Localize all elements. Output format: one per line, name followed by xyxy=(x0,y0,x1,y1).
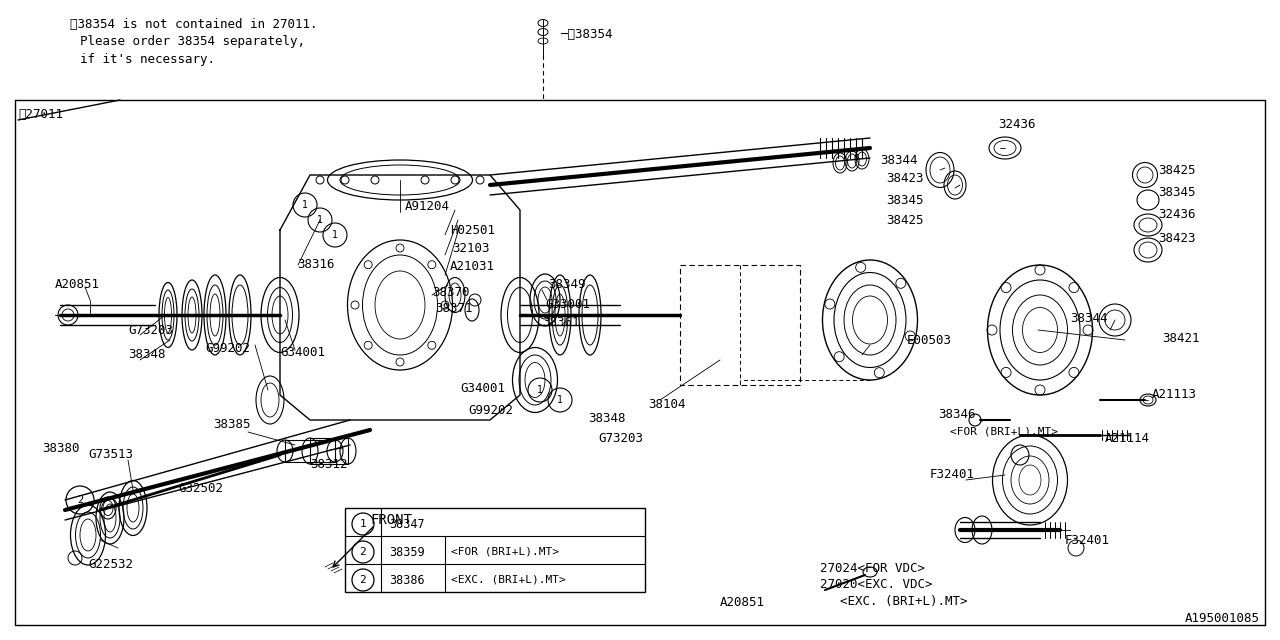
Text: ※27011: ※27011 xyxy=(18,109,63,122)
Text: 38370: 38370 xyxy=(433,287,470,300)
Text: 27020<EXC. VDC>: 27020<EXC. VDC> xyxy=(820,579,933,591)
Bar xyxy=(680,265,800,385)
Text: 1: 1 xyxy=(302,200,308,210)
Text: 38349: 38349 xyxy=(548,278,585,291)
Text: 38345: 38345 xyxy=(1158,186,1196,198)
Text: G34001: G34001 xyxy=(280,346,325,358)
Text: 2: 2 xyxy=(360,547,366,557)
Text: 38359: 38359 xyxy=(389,545,425,559)
Text: A20851: A20851 xyxy=(55,278,100,291)
Bar xyxy=(310,438,348,464)
Text: F32401: F32401 xyxy=(931,468,975,481)
Text: 38104: 38104 xyxy=(648,399,686,412)
Text: 1: 1 xyxy=(360,519,366,529)
Text: 38423: 38423 xyxy=(886,172,923,184)
Text: G99202: G99202 xyxy=(468,403,513,417)
Text: 38423: 38423 xyxy=(1158,232,1196,244)
Bar xyxy=(285,440,335,462)
Text: A21031: A21031 xyxy=(451,259,495,273)
Text: 38312: 38312 xyxy=(310,458,347,472)
Text: 1: 1 xyxy=(557,395,563,405)
Text: 38348: 38348 xyxy=(588,412,626,424)
Text: 2: 2 xyxy=(77,495,83,505)
Text: G32502: G32502 xyxy=(178,481,223,495)
Text: A195001085: A195001085 xyxy=(1185,611,1260,625)
Text: FRONT: FRONT xyxy=(370,513,412,527)
Text: 32436: 32436 xyxy=(998,118,1036,131)
Text: 38361: 38361 xyxy=(541,316,580,328)
Text: G73513: G73513 xyxy=(88,449,133,461)
Text: 38316: 38316 xyxy=(297,259,334,271)
Text: 38425: 38425 xyxy=(1158,163,1196,177)
Text: 32103: 32103 xyxy=(452,241,489,255)
Text: 38421: 38421 xyxy=(1162,332,1199,344)
Text: 2: 2 xyxy=(360,575,366,585)
Text: 1: 1 xyxy=(317,215,323,225)
Text: 27024<FOR VDC>: 27024<FOR VDC> xyxy=(820,561,925,575)
Text: G73203: G73203 xyxy=(598,431,643,445)
Text: G73203: G73203 xyxy=(128,323,173,337)
Bar xyxy=(346,508,645,592)
Text: <EXC. (BRI+L).MT>: <EXC. (BRI+L).MT> xyxy=(451,575,566,585)
Text: 38385: 38385 xyxy=(212,419,251,431)
Text: 38346: 38346 xyxy=(938,408,975,422)
Text: H02501: H02501 xyxy=(451,223,495,237)
Text: G99202: G99202 xyxy=(205,342,250,355)
Text: ─※38354: ─※38354 xyxy=(561,29,613,42)
Text: Please order 38354 separately,: Please order 38354 separately, xyxy=(79,35,305,49)
Text: 38347: 38347 xyxy=(389,518,425,531)
Text: G22532: G22532 xyxy=(88,559,133,572)
Text: ※38354 is not contained in 27011.: ※38354 is not contained in 27011. xyxy=(70,19,317,31)
Text: if it's necessary.: if it's necessary. xyxy=(79,52,215,65)
Text: 38344: 38344 xyxy=(1070,312,1107,324)
Text: G33001: G33001 xyxy=(545,298,590,312)
Text: <EXC. (BRI+L).MT>: <EXC. (BRI+L).MT> xyxy=(840,595,968,609)
Text: A91204: A91204 xyxy=(404,200,451,214)
Text: <FOR (BRI+L).MT>: <FOR (BRI+L).MT> xyxy=(950,427,1059,437)
Text: 38345: 38345 xyxy=(886,193,923,207)
Text: A21114: A21114 xyxy=(1105,431,1149,445)
Text: E00503: E00503 xyxy=(908,333,952,346)
Text: G34001: G34001 xyxy=(460,381,506,394)
Text: 32436: 32436 xyxy=(1158,209,1196,221)
Text: 38425: 38425 xyxy=(886,214,923,227)
Text: 38344: 38344 xyxy=(881,154,918,166)
Text: 1: 1 xyxy=(332,230,338,240)
Text: 38348: 38348 xyxy=(128,349,165,362)
Text: A21113: A21113 xyxy=(1152,388,1197,401)
Text: 38380: 38380 xyxy=(42,442,79,454)
Text: F32401: F32401 xyxy=(1065,534,1110,547)
Text: 1: 1 xyxy=(538,385,543,395)
Text: <FOR (BRI+L).MT>: <FOR (BRI+L).MT> xyxy=(451,547,559,557)
Text: 38371: 38371 xyxy=(435,301,472,314)
Text: 38386: 38386 xyxy=(389,573,425,586)
Text: A20851: A20851 xyxy=(719,595,765,609)
